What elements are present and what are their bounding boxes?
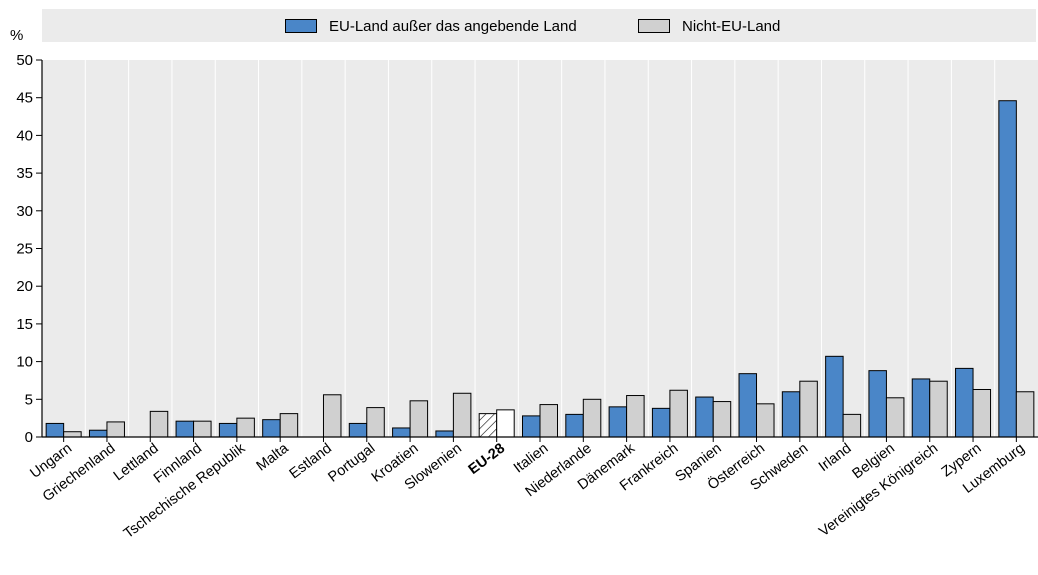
y-tick-label: 25 <box>16 241 33 258</box>
bar-eu <box>522 415 541 438</box>
bar-eu <box>651 407 671 438</box>
legend: EU-Land außer das angebende Land Nicht-E… <box>42 9 1036 42</box>
bar-non-eu <box>669 389 688 438</box>
bar-eu <box>45 422 65 438</box>
bar-non-eu <box>366 407 385 438</box>
y-tick-label: 20 <box>16 278 33 295</box>
bar-non-eu <box>539 404 558 438</box>
legend-item-non-eu: Nicht-EU-Land <box>638 17 780 35</box>
plot-area <box>42 60 1038 437</box>
y-tick-label: 40 <box>16 127 33 144</box>
y-tick-label: 15 <box>16 316 33 333</box>
y-tick-label: 30 <box>16 203 33 220</box>
bar-non-eu <box>712 401 732 438</box>
x-tick-label: EU-28 <box>466 440 508 478</box>
bar-non-eu <box>452 392 472 438</box>
bar-non-eu <box>279 413 299 438</box>
legend-label-non-eu: Nicht-EU-Land <box>682 17 781 35</box>
legend-label-eu: EU-Land außer das angebende Land <box>329 17 577 35</box>
bar-non-eu <box>756 403 775 438</box>
bar-non-eu <box>496 409 515 438</box>
legend-swatch-non-eu <box>638 19 670 33</box>
bar-non-eu <box>322 394 342 438</box>
y-tick-label: 45 <box>16 90 33 107</box>
y-tick-label: 10 <box>16 354 33 371</box>
y-axis-label: % <box>10 27 23 44</box>
bar-eu <box>868 370 887 438</box>
bar-non-eu <box>409 400 429 438</box>
x-tick-label: Portugal <box>325 440 378 485</box>
bar-non-eu <box>929 380 948 438</box>
bar-eu <box>911 378 931 438</box>
y-tick-label: 50 <box>16 52 33 69</box>
bar-eu <box>392 427 411 438</box>
bar-non-eu <box>885 397 905 438</box>
bar-non-eu <box>582 398 602 438</box>
bar-non-eu <box>972 388 992 438</box>
bar-eu <box>435 430 454 438</box>
bar-eu <box>262 419 281 438</box>
bar-eu <box>825 355 844 438</box>
bar-eu <box>738 373 758 438</box>
legend-item-eu: EU-Land außer das angebende Land <box>285 17 577 35</box>
bar-non-eu <box>193 420 212 438</box>
bar-eu <box>348 422 368 438</box>
bar-non-eu <box>106 421 125 438</box>
bar-eu <box>88 429 108 438</box>
y-tick-label: 5 <box>25 391 33 408</box>
bar-non-eu <box>842 413 862 438</box>
bar-eu <box>781 391 801 438</box>
bar-eu <box>218 422 238 438</box>
bar-non-eu <box>626 395 645 438</box>
bar-non-eu <box>63 431 82 438</box>
bar-eu <box>565 413 584 438</box>
bar-non-eu <box>149 410 169 438</box>
bar-non-eu <box>799 380 818 438</box>
bar-eu <box>695 396 714 438</box>
bar-eu <box>478 413 498 438</box>
bar-eu <box>175 420 195 438</box>
legend-swatch-eu <box>285 19 317 33</box>
bar-eu <box>955 367 974 438</box>
bar-eu <box>998 100 1017 438</box>
y-tick-label: 0 <box>25 429 33 446</box>
y-tick-label: 35 <box>16 165 33 182</box>
bar-eu <box>608 406 628 438</box>
bar-non-eu <box>236 417 255 438</box>
bar-non-eu <box>1015 391 1035 438</box>
